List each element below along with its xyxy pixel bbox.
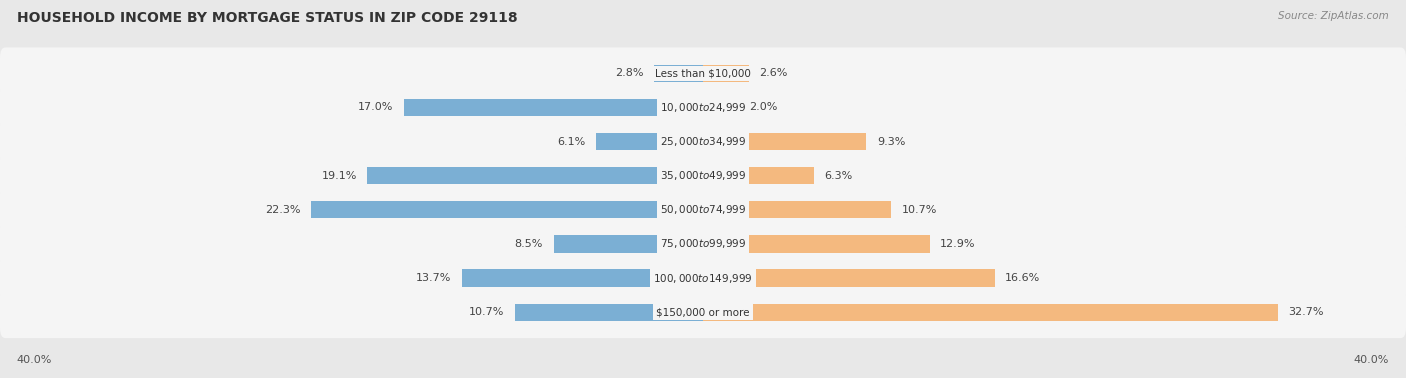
FancyBboxPatch shape — [0, 116, 1406, 167]
Bar — [367, 167, 703, 184]
Text: 9.3%: 9.3% — [877, 136, 905, 147]
Bar — [703, 65, 749, 82]
Bar — [703, 133, 866, 150]
Bar — [311, 201, 703, 218]
Text: 17.0%: 17.0% — [359, 102, 394, 113]
Bar — [596, 133, 703, 150]
Text: 6.3%: 6.3% — [824, 171, 852, 181]
Text: HOUSEHOLD INCOME BY MORTGAGE STATUS IN ZIP CODE 29118: HOUSEHOLD INCOME BY MORTGAGE STATUS IN Z… — [17, 11, 517, 25]
FancyBboxPatch shape — [0, 252, 1406, 304]
Bar — [703, 235, 929, 253]
Text: 10.7%: 10.7% — [470, 307, 505, 317]
Text: 32.7%: 32.7% — [1288, 307, 1323, 317]
Text: $100,000 to $149,999: $100,000 to $149,999 — [654, 271, 752, 285]
Bar — [703, 99, 738, 116]
FancyBboxPatch shape — [0, 218, 1406, 270]
Bar — [703, 270, 995, 287]
Text: $150,000 or more: $150,000 or more — [657, 307, 749, 317]
Text: 40.0%: 40.0% — [17, 355, 52, 365]
FancyBboxPatch shape — [0, 82, 1406, 133]
Text: 2.0%: 2.0% — [749, 102, 778, 113]
Text: 8.5%: 8.5% — [515, 239, 543, 249]
Text: Less than $10,000: Less than $10,000 — [655, 68, 751, 78]
Bar — [654, 65, 703, 82]
FancyBboxPatch shape — [0, 286, 1406, 338]
Text: Source: ZipAtlas.com: Source: ZipAtlas.com — [1278, 11, 1389, 21]
Text: 10.7%: 10.7% — [901, 205, 936, 215]
Bar — [405, 99, 703, 116]
Text: 16.6%: 16.6% — [1005, 273, 1040, 283]
Text: 6.1%: 6.1% — [557, 136, 585, 147]
Text: 13.7%: 13.7% — [416, 273, 451, 283]
FancyBboxPatch shape — [0, 150, 1406, 201]
Text: 40.0%: 40.0% — [1354, 355, 1389, 365]
Text: $10,000 to $24,999: $10,000 to $24,999 — [659, 101, 747, 114]
Text: 2.6%: 2.6% — [759, 68, 787, 78]
Bar — [515, 304, 703, 321]
Text: $25,000 to $34,999: $25,000 to $34,999 — [659, 135, 747, 148]
Text: $75,000 to $99,999: $75,000 to $99,999 — [659, 237, 747, 251]
Text: $50,000 to $74,999: $50,000 to $74,999 — [659, 203, 747, 216]
Text: 19.1%: 19.1% — [322, 171, 357, 181]
Text: 12.9%: 12.9% — [941, 239, 976, 249]
Text: 22.3%: 22.3% — [266, 205, 301, 215]
Bar — [703, 167, 814, 184]
Bar — [703, 304, 1278, 321]
Bar — [703, 201, 891, 218]
FancyBboxPatch shape — [0, 184, 1406, 236]
Text: 2.8%: 2.8% — [614, 68, 644, 78]
Text: $35,000 to $49,999: $35,000 to $49,999 — [659, 169, 747, 182]
FancyBboxPatch shape — [0, 48, 1406, 99]
Bar — [554, 235, 703, 253]
Bar — [463, 270, 703, 287]
